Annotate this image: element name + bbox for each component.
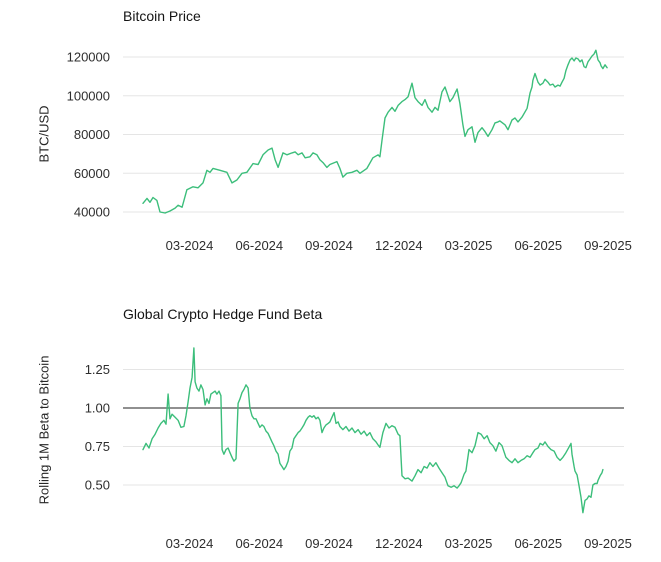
x-tick-label: 03-2025 (445, 536, 493, 551)
y-tick-label: 1.00 (85, 401, 110, 416)
x-tick-label: 09-2024 (305, 238, 353, 253)
y-axis-label-rolling-beta: Rolling 1M Beta to Bitcoin (36, 355, 52, 505)
x-tick-label: 06-2025 (514, 238, 562, 253)
x-tick-label: 06-2024 (235, 536, 283, 551)
y-tick-label: 60000 (74, 166, 110, 181)
chart-title-hedge-fund-beta: Global Crypto Hedge Fund Beta (123, 306, 323, 322)
y-tick-label: 40000 (74, 205, 110, 220)
x-tick-label: 03-2025 (445, 238, 493, 253)
y-tick-label: 80000 (74, 127, 110, 142)
y-tick-label: 0.50 (85, 478, 110, 493)
bitcoin-price-line (142, 49, 608, 214)
x-tick-label: 09-2024 (305, 536, 353, 551)
x-tick-label: 12-2024 (375, 238, 423, 253)
x-tick-label: 12-2024 (375, 536, 423, 551)
y-axis-label-btc-usd: BTC/USD (36, 105, 52, 163)
x-tick-label: 06-2025 (514, 536, 562, 551)
hedge-fund-beta-line (142, 347, 604, 514)
y-tick-label: 1.25 (85, 362, 110, 377)
x-tick-label: 09-2025 (584, 238, 632, 253)
y-tick-label: 0.75 (85, 439, 110, 454)
x-tick-label: 06-2024 (235, 238, 283, 253)
x-tick-label: 03-2024 (166, 536, 214, 551)
y-tick-label: 100000 (67, 88, 110, 103)
chart-title-bitcoin-price: Bitcoin Price (123, 8, 201, 24)
x-tick-label: 03-2024 (166, 238, 214, 253)
y-tick-label: 120000 (67, 50, 110, 65)
x-tick-label: 09-2025 (584, 536, 632, 551)
